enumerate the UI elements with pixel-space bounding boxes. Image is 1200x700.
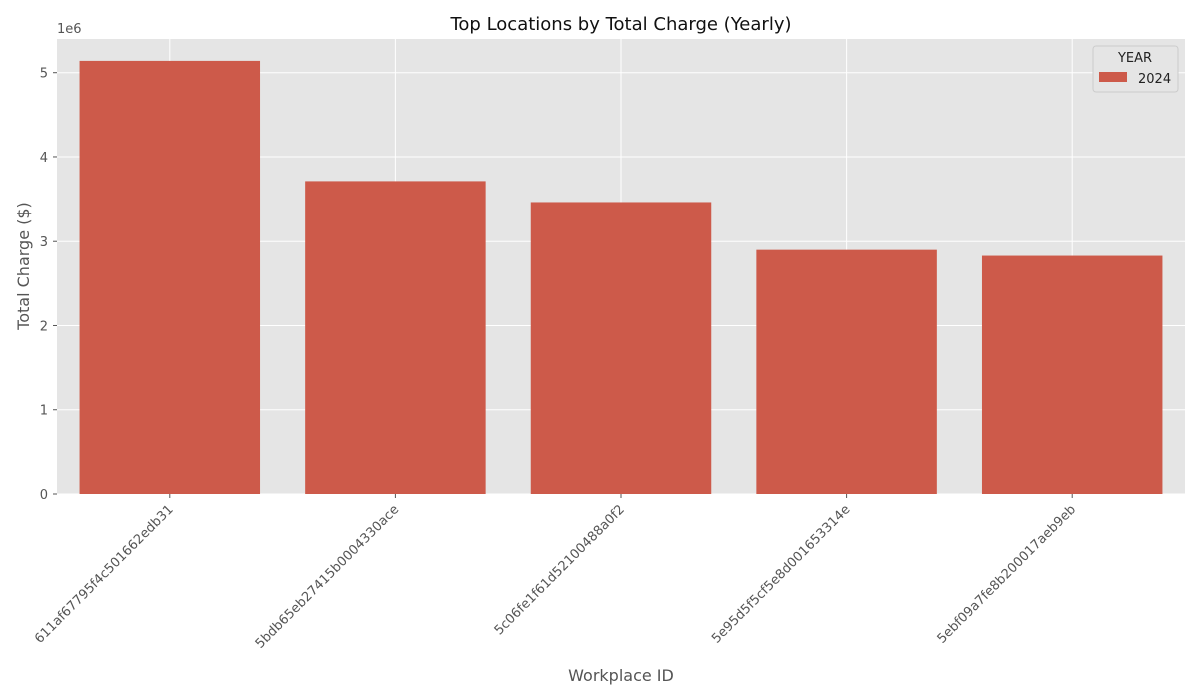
bar — [756, 249, 937, 494]
x-tick-label: 5ebf09a7fe8b200017aeb9eb — [935, 502, 1079, 646]
legend-swatch — [1099, 72, 1127, 82]
legend-title: YEAR — [1117, 51, 1152, 66]
y-tick-label: 2 — [40, 319, 48, 334]
chart-title: Top Locations by Total Charge (Yearly) — [449, 14, 791, 35]
x-tick-label: 5c06fe1f61d52100488a0f2 — [492, 502, 628, 638]
y-tick-label: 1 — [40, 404, 48, 419]
legend-label: 2024 — [1138, 72, 1171, 87]
bar — [305, 181, 486, 495]
y-tick-label: 0 — [40, 488, 48, 503]
y-tick-label: 3 — [40, 235, 48, 250]
bar — [530, 202, 712, 495]
y-tick-label: 4 — [40, 151, 48, 166]
x-tick-label: 611af67795f4c501662edb31 — [32, 502, 177, 647]
bar — [79, 60, 261, 494]
legend: YEAR 2024 — [1092, 45, 1179, 93]
bars — [79, 60, 1163, 495]
x-tick-label: 5bdb65eb27415b0004330ace — [253, 502, 403, 652]
y-axis-offset-label: 1e6 — [57, 22, 82, 37]
y-axis-label: Total Charge ($) — [14, 202, 33, 331]
bar — [981, 255, 1163, 494]
x-axis-ticks: 611af67795f4c501662edb31 5bdb65eb27415b00… — [32, 494, 1079, 652]
x-axis-label: Workplace ID — [568, 666, 674, 685]
x-tick-label: 5e95d5f5cf5e8d001653314e — [709, 502, 853, 646]
y-axis-ticks: 0 1 2 3 4 5 — [40, 67, 57, 503]
y-tick-label: 5 — [40, 67, 48, 82]
